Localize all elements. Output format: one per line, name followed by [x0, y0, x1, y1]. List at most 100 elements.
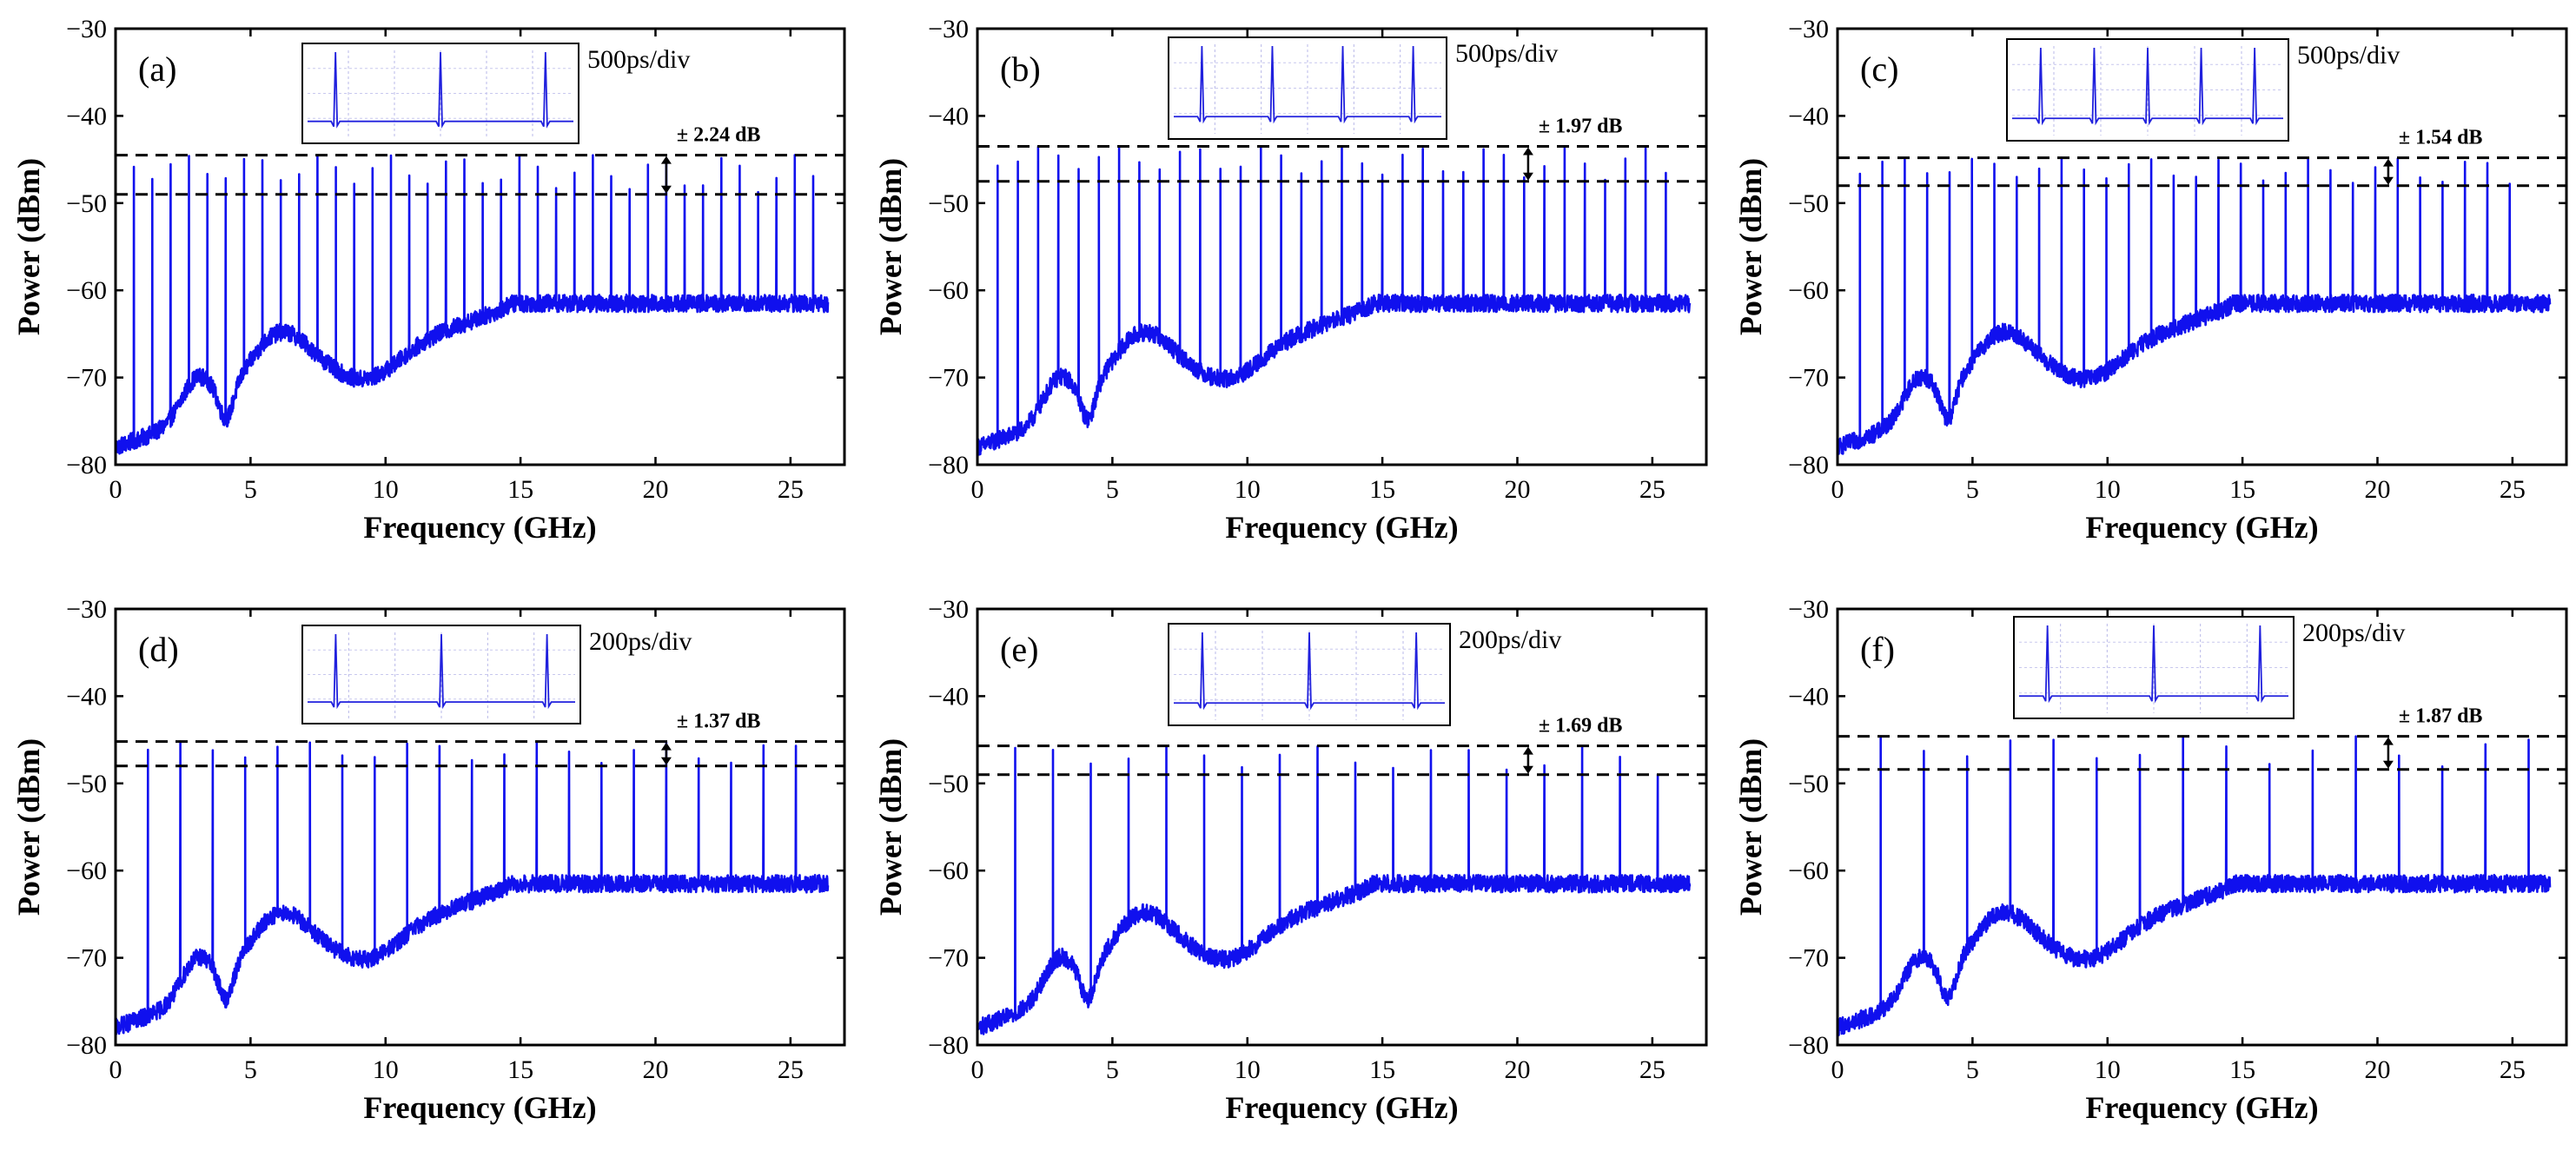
- timebase-label: 500ps/div: [1455, 39, 1558, 68]
- y-tick-label: −70: [928, 364, 969, 393]
- arrow-head-up: [2382, 737, 2394, 745]
- x-tick-label: 25: [2500, 475, 2526, 504]
- y-tick-label: −40: [1788, 102, 1829, 130]
- spectrum-trace: [976, 744, 1692, 1035]
- inset-pulse-train: [1168, 36, 1447, 140]
- y-tick-label: −80: [1788, 1031, 1829, 1060]
- inset-trace: [1174, 632, 1445, 711]
- x-tick-label: 0: [971, 475, 984, 504]
- arrow-head-down: [2382, 760, 2394, 769]
- timebase-label: 200ps/div: [2302, 618, 2405, 647]
- y-tick-label: −40: [1788, 682, 1829, 711]
- x-tick-label: 10: [373, 1055, 399, 1084]
- y-tick-label: −30: [1788, 595, 1829, 624]
- y-axis-label: Power (dBm): [1733, 158, 1768, 335]
- x-tick-label: 20: [642, 475, 668, 504]
- y-tick-label: −80: [1788, 451, 1829, 480]
- chart-panel-3: ± 1.54 dB 500ps/div −30 −40 −50 −60 −70 −800 5 10…: [1733, 15, 2568, 545]
- arrow-head-down: [660, 185, 672, 194]
- panel-label: (f): [1860, 630, 1895, 669]
- flatness-label: ± 1.37 dB: [677, 711, 761, 733]
- y-tick-label: −80: [928, 1031, 969, 1060]
- x-tick-label: 15: [1369, 475, 1395, 504]
- arrow-head-up: [1522, 746, 1533, 755]
- y-tick-label: −30: [928, 595, 969, 624]
- arrow-head-up: [660, 742, 672, 751]
- panel-label: (c): [1860, 50, 1898, 89]
- x-tick-label: 5: [1966, 475, 1979, 504]
- y-tick-label: −50: [66, 189, 107, 218]
- x-tick-label: 5: [244, 1055, 257, 1084]
- panel-label: (b): [1000, 50, 1041, 89]
- y-tick-label: −60: [928, 276, 969, 305]
- x-axis-label: Frequency (GHz): [2085, 510, 2318, 545]
- flatness-label: ± 1.87 dB: [2399, 705, 2483, 728]
- y-tick-label: −50: [66, 770, 107, 798]
- x-tick-label: 25: [2500, 1055, 2526, 1084]
- y-tick-label: −30: [928, 15, 969, 43]
- y-tick-label: −70: [66, 944, 107, 973]
- y-tick-label: −80: [66, 451, 107, 480]
- x-tick-label: 0: [1831, 1055, 1844, 1084]
- y-tick-label: −70: [1788, 944, 1829, 973]
- flatness-label: ± 1.97 dB: [1539, 116, 1623, 138]
- x-tick-label: 10: [1235, 1055, 1261, 1084]
- arrow-head-down: [1522, 765, 1533, 774]
- x-tick-label: 25: [778, 475, 804, 504]
- arrow-head-up: [2382, 158, 2394, 167]
- y-tick-label: −50: [1788, 189, 1829, 218]
- y-tick-label: −70: [1788, 364, 1829, 393]
- y-tick-label: −40: [928, 682, 969, 711]
- y-axis-label: Power (dBm): [11, 738, 46, 916]
- y-tick-label: −50: [928, 770, 969, 798]
- y-tick-label: −70: [928, 944, 969, 973]
- y-tick-label: −50: [1788, 770, 1829, 798]
- x-tick-label: 15: [1369, 1055, 1395, 1084]
- chart-panel-5: ± 1.69 dB 200ps/div −30 −40 −50 −60 −70 −800 5 10…: [873, 595, 1708, 1125]
- chart-panel-4: ± 1.37 dB 200ps/div −30 −40 −50 −60 −70 −800 5 10…: [11, 595, 846, 1125]
- inset-trace: [308, 633, 575, 710]
- inset-trace: [1174, 45, 1441, 124]
- y-tick-label: −60: [66, 276, 107, 305]
- x-tick-label: 20: [2364, 475, 2390, 504]
- arrow-head-down: [2382, 176, 2394, 185]
- timebase-label: 500ps/div: [2297, 41, 2400, 69]
- x-tick-label: 5: [1106, 1055, 1119, 1084]
- y-axis-label: Power (dBm): [873, 158, 908, 335]
- x-tick-label: 15: [2229, 475, 2255, 504]
- plot-frame: [976, 607, 1708, 1047]
- arrow-head-up: [660, 155, 672, 164]
- inset-trace: [2019, 625, 2288, 704]
- x-tick-label: 0: [1831, 475, 1844, 504]
- x-tick-label: 0: [971, 1055, 984, 1084]
- inset-pulse-train: [1168, 623, 1451, 726]
- y-tick-label: −80: [928, 451, 969, 480]
- spectrum-trace: [1836, 735, 2552, 1036]
- x-axis-label: Frequency (GHz): [363, 1090, 596, 1125]
- spectrum-trace: [114, 740, 830, 1035]
- x-tick-label: 10: [2095, 475, 2121, 504]
- timebase-label: 200ps/div: [589, 627, 692, 656]
- x-tick-label: 25: [1639, 475, 1665, 504]
- y-tick-label: −30: [66, 15, 107, 43]
- plot-frame: [114, 607, 846, 1047]
- x-tick-label: 20: [642, 1055, 668, 1084]
- y-tick-label: −60: [66, 857, 107, 885]
- chart-panel-1: ± 2.24 dB 500ps/div −30 −40 −50 −60 −70 −800 5 10…: [11, 15, 846, 545]
- panel-label: (d): [138, 630, 179, 669]
- x-axis-label: Frequency (GHz): [1225, 1090, 1458, 1125]
- inset-pulse-train: [301, 625, 581, 724]
- x-tick-label: 15: [507, 475, 533, 504]
- x-tick-label: 10: [2095, 1055, 2121, 1084]
- timebase-label: 200ps/div: [1459, 625, 1561, 654]
- plot-frame: [114, 27, 846, 466]
- y-axis-label: Power (dBm): [1733, 738, 1768, 916]
- inset-pulse-train: [2013, 616, 2295, 719]
- inset-pulse-train: [301, 43, 579, 144]
- spectrum-trace: [976, 145, 1692, 457]
- x-tick-label: 5: [1966, 1055, 1979, 1084]
- x-tick-label: 25: [778, 1055, 804, 1084]
- chart-panel-6: ± 1.87 dB 200ps/div −30 −40 −50 −60 −70 −800 5 10…: [1733, 595, 2568, 1125]
- plot-frame: [1836, 27, 2568, 466]
- inset-trace: [308, 51, 573, 129]
